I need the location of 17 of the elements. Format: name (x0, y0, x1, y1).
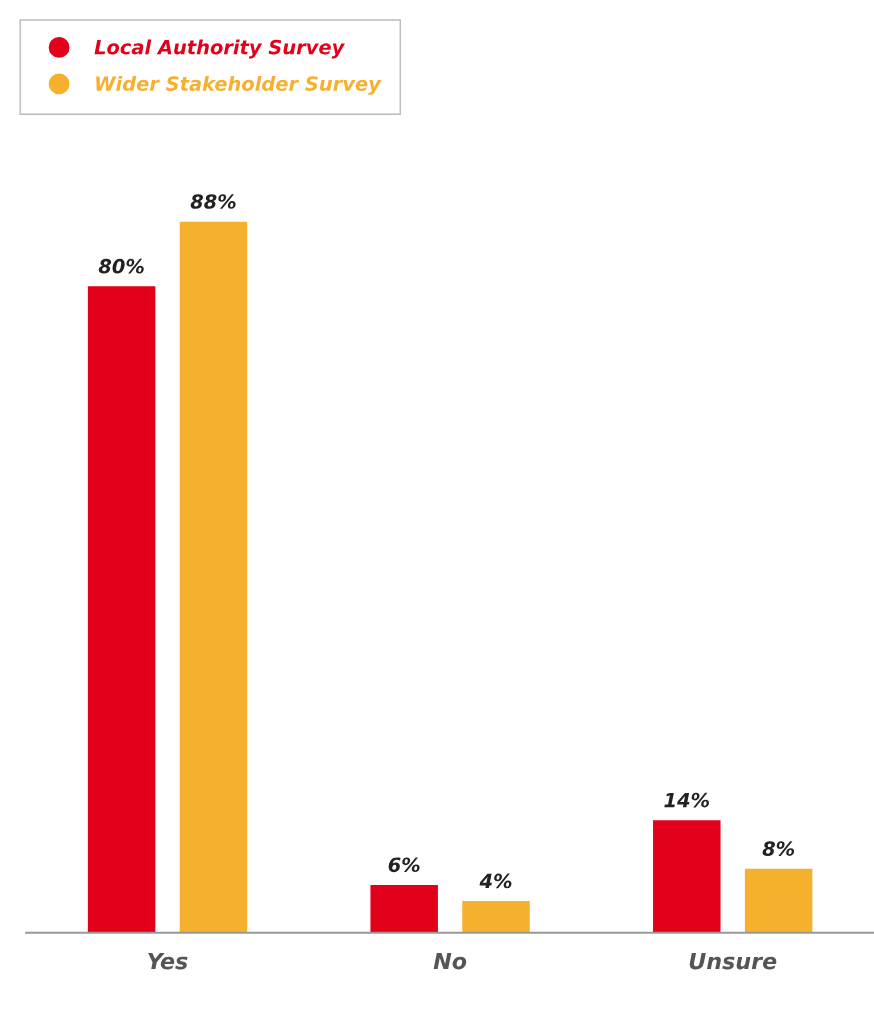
x-tick-label: Unsure (689, 952, 777, 970)
data-label: 6% (388, 857, 420, 873)
data-label: 88% (190, 194, 236, 209)
bar (743, 867, 814, 933)
legend-label: Local Authority Survey (94, 39, 345, 59)
data-label: 14% (664, 792, 709, 808)
x-tick-label: Yes (148, 952, 188, 970)
data-label: 4% (479, 873, 512, 889)
bar (651, 818, 722, 933)
bar (86, 284, 157, 933)
bar (369, 883, 440, 933)
legend-label: Wider Stakeholder Survey (96, 75, 382, 95)
bar (178, 220, 249, 933)
data-label: 8% (762, 841, 795, 856)
data-label: 80% (98, 258, 144, 274)
bar (460, 899, 532, 933)
x-tick-label: No (433, 952, 467, 970)
